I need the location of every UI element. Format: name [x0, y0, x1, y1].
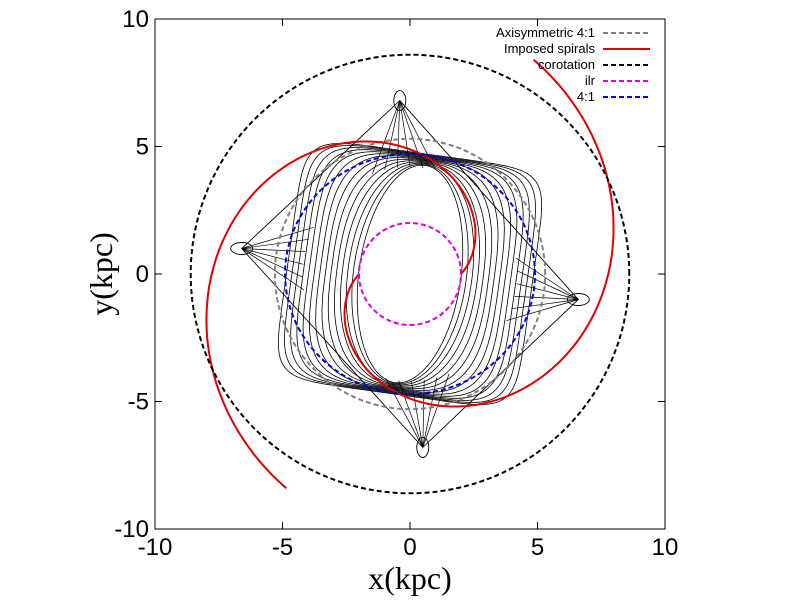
- orbit-fan-line: [241, 248, 304, 278]
- orbit-fan-line: [506, 299, 579, 321]
- orbit-line: [302, 151, 518, 397]
- orbit-fan-line: [511, 299, 579, 310]
- orbit-fan-line: [422, 373, 450, 448]
- legend-label: Imposed spirals: [504, 41, 596, 56]
- legend-label: 4:1: [577, 89, 595, 104]
- x-tick-label: -5: [272, 534, 293, 561]
- orbit-tip-loop: [566, 293, 590, 306]
- x-tick-label: 5: [531, 534, 544, 561]
- orbit-fan-line: [241, 227, 314, 249]
- x-tick-label: -10: [138, 534, 173, 561]
- orbit-fan-line: [384, 100, 401, 170]
- orbit-tip-loop: [393, 90, 407, 112]
- orbit-line: [284, 145, 536, 403]
- x-axis-label: x(kpc): [368, 560, 452, 596]
- orbit-line: [351, 163, 469, 385]
- y-tick-label: 5: [136, 134, 149, 161]
- orbit-fan-line: [241, 248, 305, 291]
- orbit-tip-loop: [230, 242, 254, 255]
- orbit-tip-loop: [416, 436, 430, 458]
- orbit-fan-line: [399, 100, 411, 167]
- orbit-line: [334, 160, 486, 388]
- series-curve: [284, 153, 537, 395]
- orbit-fan-line: [411, 381, 424, 448]
- orbit-line: [296, 149, 524, 399]
- spiral-arm: [343, 59, 615, 408]
- orbit-family: [230, 90, 590, 458]
- series-curves: [189, 53, 631, 495]
- series-layer: [189, 53, 631, 495]
- y-tick-label: 0: [136, 261, 149, 288]
- orbit-fan-line: [422, 380, 425, 448]
- orbit-line: [290, 147, 530, 401]
- y-tick-label: 10: [122, 6, 149, 33]
- y-tick-label: -10: [114, 516, 149, 543]
- legend-label: Axisymmetric 4:1: [496, 25, 595, 40]
- orbit-fan-line: [515, 257, 579, 300]
- y-tick-label: -5: [128, 389, 149, 416]
- y-axis-label: y(kpc): [83, 232, 119, 316]
- series-curve: [273, 137, 547, 411]
- orbit-line: [340, 161, 480, 387]
- x-tick-label: 10: [652, 534, 679, 561]
- orbit-fan-line: [422, 377, 438, 448]
- orbit-fan-line: [396, 100, 401, 168]
- orbit-fan-line: [241, 238, 309, 249]
- legend-label: ilr: [585, 73, 596, 88]
- orbit-line: [309, 153, 511, 395]
- orbit-fan-line: [372, 100, 401, 174]
- orbit-fan-line: [398, 380, 424, 448]
- orbit-line: [356, 164, 464, 384]
- orbit-fan-line: [516, 270, 579, 300]
- legend-label: corotation: [538, 57, 595, 72]
- orbit-line: [321, 157, 499, 391]
- series-curve: [189, 53, 631, 495]
- tick-layer: -10 -5 0 5 10 -10 -5 0 5 10: [114, 6, 678, 561]
- x-tick-label: 0: [403, 534, 416, 561]
- series-curve: [358, 222, 462, 326]
- orbit-line: [327, 158, 493, 390]
- orbit-fan-line: [399, 100, 424, 168]
- spiral-arm: [205, 140, 477, 489]
- orbit-line: [278, 143, 542, 405]
